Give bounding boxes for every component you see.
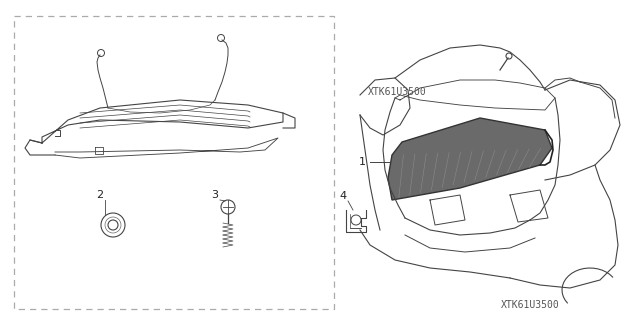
Bar [14,16,334,309]
Polygon shape [388,118,552,200]
Text: XTK61U3500: XTK61U3500 [500,300,559,310]
Text: 3: 3 [211,190,218,200]
Text: 4: 4 [339,191,347,201]
Text: 1: 1 [358,157,365,167]
Text: XTK61U3500: XTK61U3500 [367,87,426,97]
Text: 2: 2 [97,190,104,200]
